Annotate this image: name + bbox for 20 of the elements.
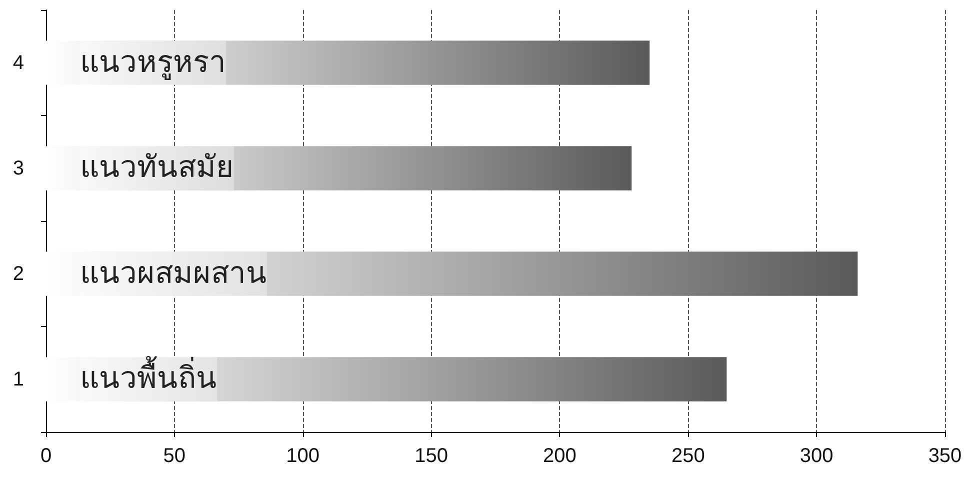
annotation: แนวพื้นถิ่น — [80, 357, 217, 402]
x-tick-label: 150 — [414, 445, 448, 467]
y-tick-label: 4 — [12, 52, 24, 74]
bar — [46, 146, 632, 190]
x-tick-label: 200 — [543, 445, 576, 467]
annotation: แนวหรูหรา — [80, 40, 226, 85]
y-tick-label: 2 — [12, 262, 24, 285]
bar — [46, 252, 858, 296]
x-tick-label: 50 — [163, 445, 186, 467]
x-tick-label: 300 — [800, 445, 834, 467]
x-tick-label: 250 — [671, 445, 705, 467]
y-tick-label: 3 — [12, 157, 24, 180]
annotation: แนวผสมผสาน — [80, 252, 267, 296]
x-tick-label: 0 — [40, 445, 52, 467]
bar — [46, 40, 650, 85]
x-tick-label: 350 — [928, 445, 962, 467]
bar — [46, 357, 727, 402]
annotation: แนวทันสมัย — [80, 146, 234, 190]
x-tick-label: 100 — [286, 445, 320, 467]
y-tick-label: 1 — [12, 368, 24, 390]
